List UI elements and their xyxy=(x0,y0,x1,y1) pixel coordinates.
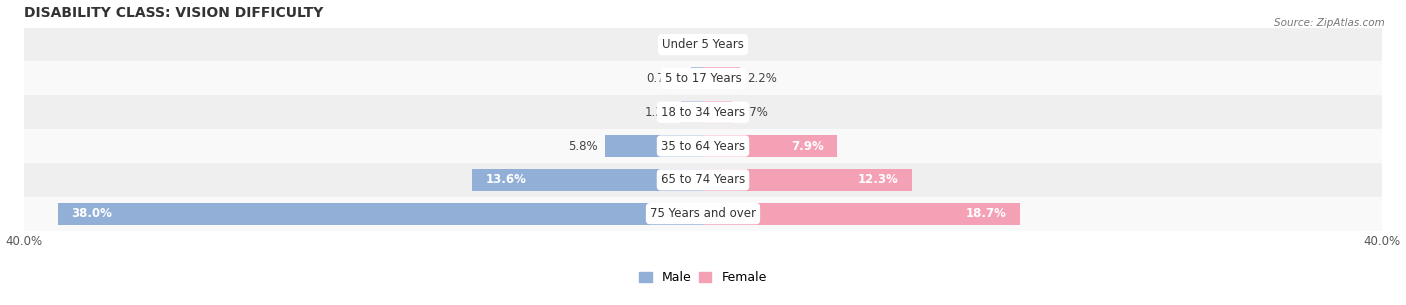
Bar xyxy=(703,169,911,191)
Text: 12.3%: 12.3% xyxy=(858,173,898,186)
Legend: Male, Female: Male, Female xyxy=(634,266,772,289)
Bar xyxy=(58,203,703,224)
Text: 38.0%: 38.0% xyxy=(72,207,112,220)
Text: 2.2%: 2.2% xyxy=(747,72,778,85)
Text: 0.0%: 0.0% xyxy=(710,38,740,51)
Text: 18 to 34 Years: 18 to 34 Years xyxy=(661,106,745,119)
Text: 5.8%: 5.8% xyxy=(568,139,598,152)
Bar xyxy=(703,135,837,157)
Bar xyxy=(703,203,1021,224)
Text: 5 to 17 Years: 5 to 17 Years xyxy=(665,72,741,85)
Text: 13.6%: 13.6% xyxy=(485,173,527,186)
Bar xyxy=(703,101,733,123)
Text: 1.7%: 1.7% xyxy=(738,106,769,119)
Bar xyxy=(605,135,703,157)
Text: 65 to 74 Years: 65 to 74 Years xyxy=(661,173,745,186)
Bar xyxy=(24,95,1382,129)
Text: 1.3%: 1.3% xyxy=(644,106,673,119)
Text: 18.7%: 18.7% xyxy=(966,207,1007,220)
Bar xyxy=(24,28,1382,62)
Text: 0.0%: 0.0% xyxy=(666,38,696,51)
Text: DISABILITY CLASS: VISION DIFFICULTY: DISABILITY CLASS: VISION DIFFICULTY xyxy=(24,5,323,20)
Text: Under 5 Years: Under 5 Years xyxy=(662,38,744,51)
Text: 7.9%: 7.9% xyxy=(790,139,824,152)
Text: Source: ZipAtlas.com: Source: ZipAtlas.com xyxy=(1274,18,1385,28)
Bar xyxy=(690,67,703,89)
Text: 0.73%: 0.73% xyxy=(647,72,683,85)
Bar xyxy=(472,169,703,191)
Bar xyxy=(24,129,1382,163)
Bar xyxy=(681,101,703,123)
Bar xyxy=(703,67,741,89)
Bar xyxy=(24,163,1382,197)
Bar xyxy=(24,62,1382,95)
Bar xyxy=(24,197,1382,231)
Text: 75 Years and over: 75 Years and over xyxy=(650,207,756,220)
Text: 35 to 64 Years: 35 to 64 Years xyxy=(661,139,745,152)
